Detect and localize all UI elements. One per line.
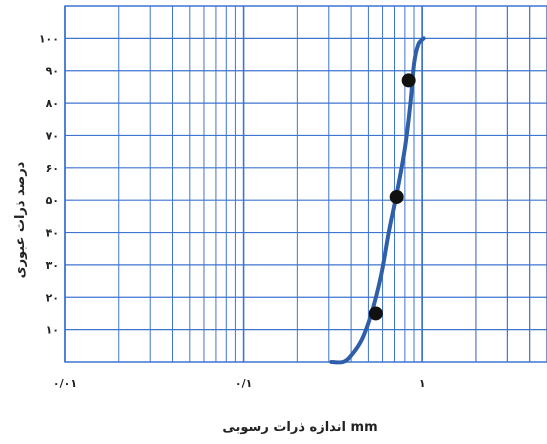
y-tick-label: ۱۰ (46, 324, 59, 337)
data-point (401, 73, 416, 88)
x-tick-label: ۰/۱ (235, 377, 252, 390)
x-tick-labels: ۰/۰۱ ۰/۱ ۱ (53, 377, 426, 390)
data-points (368, 73, 416, 321)
x-axis-title: اندازه ذرات رسوبی mm (222, 420, 377, 435)
data-point (389, 189, 404, 204)
y-tick-label: ۳۰ (46, 259, 59, 272)
grid (64, 5, 547, 363)
y-axis-title: درصد ذرات عبوری (13, 161, 28, 278)
y-tick-label: ۴۰ (46, 227, 59, 240)
plot-frame (64, 5, 547, 363)
x-tick-label: ۰/۰۱ (53, 377, 77, 390)
y-tick-label: ۵۰ (46, 194, 59, 207)
data-point (368, 306, 383, 321)
y-tick-label: ۱۰۰ (39, 32, 59, 45)
y-tick-label: ۸۰ (46, 97, 59, 110)
y-tick-label: ۹۰ (46, 65, 59, 78)
y-tick-labels: ۱۰ ۲۰ ۳۰ ۴۰ ۵۰ ۶۰ ۷۰ ۸۰ ۹۰ ۱۰۰ (39, 32, 59, 336)
x-tick-label: ۱ (419, 377, 426, 390)
y-tick-label: ۲۰ (46, 291, 59, 304)
y-tick-label: ۷۰ (46, 129, 59, 142)
y-tick-label: ۶۰ (46, 162, 59, 175)
grading-curve (329, 36, 426, 365)
